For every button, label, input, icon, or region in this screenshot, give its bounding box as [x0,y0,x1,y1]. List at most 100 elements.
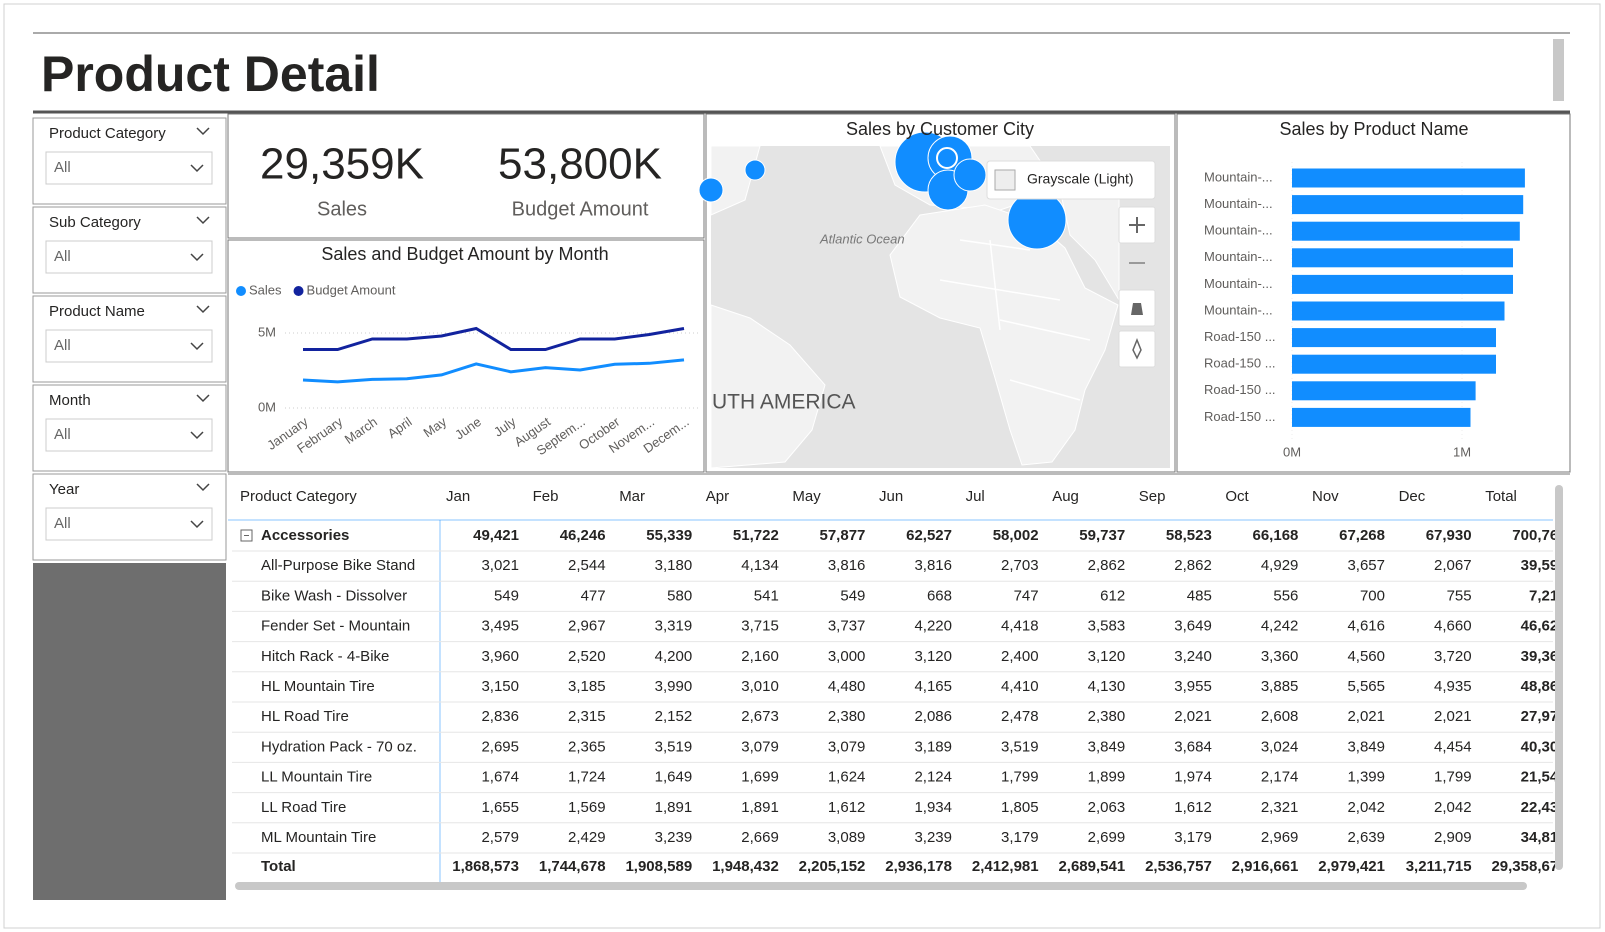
slicer-dropdown[interactable] [45,151,213,185]
compass-button[interactable] [1118,330,1156,368]
table-cell: 668 [927,587,952,604]
row-label: Hydration Pack - 70 oz. [261,738,417,755]
table-cell: 1,655 [481,799,519,816]
compass-icon [1132,337,1142,360]
slicer-value: All [54,159,71,176]
table-cell: 2,969 [1261,829,1299,846]
slicer-dropdown[interactable] [45,329,213,363]
collapse-icon[interactable] [240,529,253,542]
page-title: Product Detail [41,46,380,102]
table-cell: 1,612 [828,799,866,816]
slicer-label: Product Name [49,303,145,320]
table-cell: 1,891 [655,799,693,816]
table-cell: 2,520 [568,648,606,665]
bar [1292,328,1496,348]
table-cell: 46,62 [1521,618,1559,635]
table-cell: 58,523 [1166,527,1212,544]
bar [1292,221,1520,241]
table-header: Product Category [240,488,357,505]
y-tick-label: Road-150 ... [1204,329,1276,344]
table-header: Total [1485,488,1517,505]
table-cell: 67,930 [1426,527,1472,544]
slicer-dropdown[interactable] [45,418,213,452]
slicer-dropdown[interactable] [45,240,213,274]
table-cell: 1,744,678 [539,858,606,875]
table-cell: 21,54 [1521,769,1559,786]
table-cell: 3,000 [828,648,866,665]
table-cell: 3,079 [741,738,779,755]
slicer-dropdown[interactable] [45,507,213,541]
table-cell: 3,189 [914,738,952,755]
table-cell: 2,639 [1347,829,1385,846]
table-cell: 4,418 [1001,618,1039,635]
y-tick-label: Mountain-... [1204,169,1273,184]
table-cell: 39,36 [1521,648,1559,665]
table-cell: 747 [1014,587,1039,604]
table-cell: 1,569 [568,799,606,816]
table-cell: 1,612 [1174,799,1212,816]
map-style-button[interactable] [986,160,1156,200]
table-cell: 55,339 [646,527,692,544]
table-cell: 2,862 [1088,557,1126,574]
y-tick-label: Mountain-... [1204,276,1273,291]
table-hscrollbar[interactable] [235,882,1527,890]
table-cell: 57,877 [820,527,866,544]
table-cell: 3,319 [655,618,693,635]
map-bubble [953,158,987,192]
table-cell: 3,185 [568,678,606,695]
bar [1292,301,1505,321]
table-cell: 2,152 [655,708,693,725]
table-cell: 4,935 [1434,678,1472,695]
table-cell: 3,960 [481,648,519,665]
table-cell: 3,079 [828,738,866,755]
table-cell: 1,891 [741,799,779,816]
legend-label[interactable]: Sales [249,282,282,297]
bar [1292,381,1476,401]
table-cell: 1,624 [828,769,866,786]
line-series [302,358,685,384]
table-cell: 67,268 [1339,527,1385,544]
table-cell: 700,76 [1512,527,1558,544]
bar [1292,248,1513,268]
table-cell: 2,536,757 [1145,858,1212,875]
chevron [190,164,204,173]
table-header: Sep [1139,488,1166,505]
table-cell: 2,608 [1261,708,1299,725]
table-cell: 2,160 [741,648,779,665]
table-cell: 580 [667,587,692,604]
table-cell: 34,81 [1521,829,1559,846]
legend-label[interactable]: Budget Amount [307,282,396,297]
slicer-label: Year [49,481,79,498]
map-borders [939,239,1091,401]
table-cell: 2,205,152 [799,858,866,875]
table-vscrollbar[interactable] [1555,485,1563,870]
table-cell: 2,412,981 [972,858,1039,875]
table-cell: 2,909 [1434,829,1472,846]
chart-title: Sales and Budget Amount by Month [321,244,608,264]
y-tick-label: 0M [258,399,276,414]
y-tick-label: Road-150 ... [1204,356,1276,371]
x-tick-label: 0M [1283,444,1301,459]
line-chart-frame [227,239,705,473]
table-cell: 3,849 [1347,738,1385,755]
table-cell: 2,936,178 [885,858,952,875]
table-cell: 4,616 [1347,618,1385,635]
table-cell: 3,816 [914,557,952,574]
map-style-label: Grayscale (Light) [1027,171,1134,187]
chevron [190,431,204,440]
slicer-panel-fill [33,563,226,900]
table-cell: 1,699 [741,769,779,786]
table-cell: 1,974 [1174,769,1212,786]
row-label: HL Mountain Tire [261,678,375,695]
legend-marker [236,286,246,296]
table-cell: 549 [840,587,865,604]
table-cell: 3,495 [481,618,519,635]
table-cell: 1,799 [1434,769,1472,786]
table-cell: 1,399 [1347,769,1385,786]
table-cell: 2,063 [1088,799,1126,816]
chevron [196,483,210,492]
table-cell: 485 [1187,587,1212,604]
table-cell: 541 [754,587,779,604]
chevron [196,394,210,403]
table-cell: 1,868,573 [452,858,519,875]
